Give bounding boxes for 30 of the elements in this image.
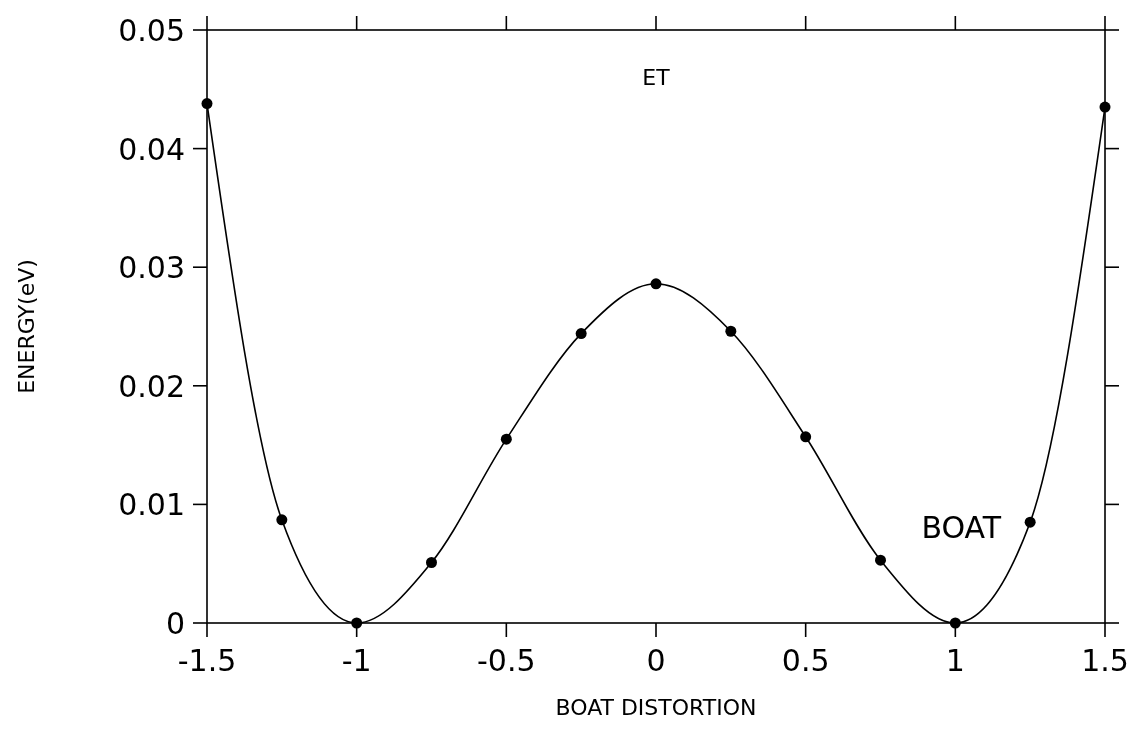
point bbox=[201, 98, 213, 110]
x-tick-label: -1.5 bbox=[177, 643, 237, 678]
y-tick-label: 0.03 bbox=[118, 250, 185, 286]
point bbox=[500, 433, 512, 445]
y-tick-label: 0.02 bbox=[118, 368, 185, 404]
point bbox=[351, 617, 363, 629]
y-tick-label: 0.04 bbox=[118, 131, 185, 167]
point bbox=[1099, 101, 1111, 113]
point bbox=[949, 617, 961, 629]
point bbox=[575, 328, 587, 340]
annotation: ET bbox=[642, 65, 671, 90]
y-tick-label: 0 bbox=[165, 606, 185, 641]
y-tick-label: 0.01 bbox=[118, 487, 185, 523]
y-axis-title: ENERGY(eV) bbox=[14, 259, 39, 394]
x-tick-label: -0.5 bbox=[477, 643, 536, 678]
point bbox=[725, 325, 737, 337]
point bbox=[276, 514, 288, 526]
x-tick-label: 1 bbox=[945, 643, 965, 678]
point bbox=[1024, 516, 1036, 528]
point bbox=[426, 557, 437, 569]
point bbox=[875, 554, 886, 566]
x-axis-title: BOAT DISTORTION bbox=[555, 695, 757, 720]
point bbox=[650, 278, 662, 290]
x-tick-label: -1 bbox=[341, 643, 372, 678]
point bbox=[800, 431, 812, 443]
y-tick-label: 0.05 bbox=[118, 13, 185, 48]
x-tick-label: 0.5 bbox=[781, 643, 830, 678]
x-tick-label: 0 bbox=[646, 643, 666, 678]
x-tick-label: 1.5 bbox=[1081, 643, 1129, 678]
annotation: BOAT bbox=[921, 510, 1002, 545]
